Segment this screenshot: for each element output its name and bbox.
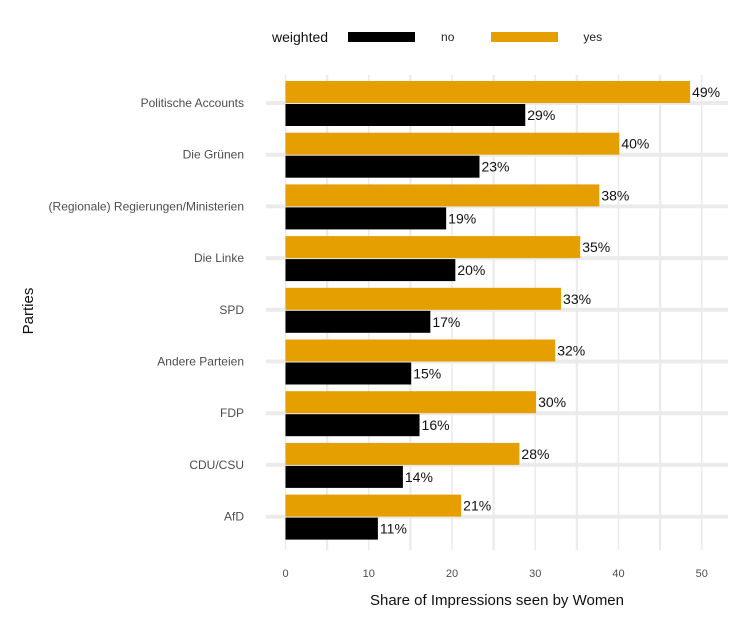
data-label: 40% (621, 136, 649, 152)
bar-no (285, 259, 456, 282)
bar-no (285, 517, 378, 540)
bar-yes (285, 236, 581, 259)
data-label: 30% (538, 394, 566, 410)
y-axis-title: Parties (20, 288, 37, 335)
y-tick-label: SPD (219, 303, 244, 317)
data-label: 35% (582, 239, 610, 255)
x-tick-label: 20 (446, 568, 458, 580)
y-tick-label: CDU/CSU (189, 458, 244, 472)
legend-label-no: no (441, 30, 455, 44)
x-tick-label: 40 (612, 568, 624, 580)
x-tick-label: 10 (363, 568, 375, 580)
bar-no (285, 155, 480, 178)
y-tick-label: Andere Parteien (157, 355, 244, 369)
data-label: 21% (463, 498, 491, 514)
bar-yes (285, 442, 520, 465)
data-label: 17% (432, 314, 460, 330)
legend-swatch-no (348, 32, 416, 42)
bar-no (285, 414, 420, 437)
y-tick-label: AfD (224, 510, 244, 524)
data-label: 23% (481, 159, 509, 175)
bar-yes (285, 494, 462, 517)
data-label: 16% (422, 417, 450, 433)
data-label: 29% (527, 107, 555, 123)
x-axis-title: Share of Impressions seen by Women (370, 592, 624, 609)
y-tick-label: (Regionale) Regierungen/Ministerien (49, 199, 244, 213)
y-tick-label: Politische Accounts (141, 96, 244, 110)
data-label: 11% (380, 521, 407, 537)
y-tick-label: Die Grünen (183, 148, 244, 162)
bar-yes (285, 81, 691, 103)
x-tick-label: 0 (282, 568, 288, 580)
data-label: 38% (601, 187, 629, 203)
bar-yes (285, 132, 620, 155)
bar-yes (285, 184, 600, 207)
legend-swatch-yes (491, 32, 559, 42)
legend-title: weighted (272, 29, 329, 45)
x-tick-label: 50 (696, 568, 708, 580)
data-label: 28% (521, 446, 549, 462)
bar-yes (285, 339, 556, 362)
data-label: 20% (457, 262, 485, 278)
y-tick-label: Die Linke (194, 251, 244, 265)
legend: weighted no yes (272, 27, 602, 47)
legend-label-yes: yes (583, 30, 603, 44)
bar-yes (285, 287, 562, 310)
bar-no (285, 104, 526, 126)
bar-no (285, 465, 403, 488)
data-label: 15% (413, 366, 441, 382)
bar-no (285, 310, 431, 333)
y-tick-label: FDP (220, 406, 244, 420)
data-label: 33% (563, 291, 591, 307)
data-label: 32% (557, 343, 585, 359)
data-label: 14% (405, 469, 433, 485)
data-label: 49% (692, 84, 720, 100)
bar-no (285, 362, 412, 385)
x-tick-label: 30 (529, 568, 541, 580)
bar-yes (285, 391, 537, 414)
bar-no (285, 207, 447, 230)
data-label: 19% (448, 210, 476, 226)
